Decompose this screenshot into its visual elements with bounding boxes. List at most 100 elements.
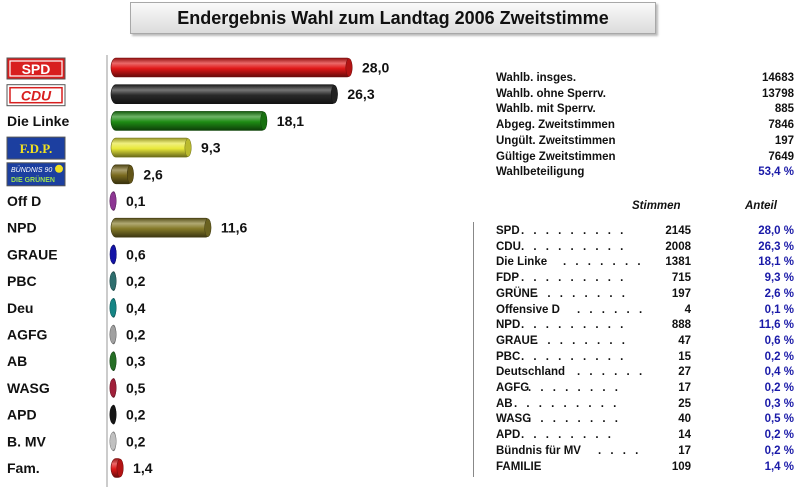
result-party: AB xyxy=(496,397,513,410)
summary-value: 7649 xyxy=(768,150,794,163)
bar-cap-5 xyxy=(109,191,117,211)
category-label-13: APD xyxy=(7,407,37,423)
value-label-14: 0,2 xyxy=(126,433,146,449)
value-label-1: 26,3 xyxy=(347,86,374,102)
result-dots: . . . . . . . . xyxy=(535,334,628,347)
result-party: APD xyxy=(496,429,521,442)
gruene-logo xyxy=(6,162,66,187)
result-party: WASG xyxy=(496,413,532,426)
result-party: AGFG xyxy=(496,382,530,394)
category-label-14: B. MV xyxy=(7,433,47,449)
value-label-7: 0,6 xyxy=(126,246,146,262)
summary-value: 197 xyxy=(774,134,794,147)
summary-row: Wahlb. ohne Sperrv. 13798 xyxy=(496,86,794,102)
result-votes: 197 xyxy=(671,287,691,300)
gruene-logo-text-2: DIE GRÜNEN xyxy=(11,175,55,184)
summary-row: Ungült. Zweitstimmen 197 xyxy=(496,133,794,149)
summary-label: Abgeg. Zweitstimmen xyxy=(496,119,615,132)
bar-cap-15 xyxy=(116,458,124,478)
result-dots: . . . . . . . . . xyxy=(514,397,620,410)
summary-value: 13798 xyxy=(762,87,794,100)
summary-row: Abgeg. Zweitstimmen 7846 xyxy=(496,117,794,133)
result-row: Die Linke . . . . . . . 1381 18,1 % xyxy=(496,254,794,270)
result-row: FAMILIE 109 1,4 % xyxy=(496,459,794,475)
category-label-7: GRAUE xyxy=(7,246,58,262)
fdp-logo-text: F.D.P. xyxy=(20,141,53,156)
result-dots: . . . . . . . . . xyxy=(521,350,627,363)
bar-cap-14 xyxy=(109,432,117,451)
bar-3 xyxy=(110,137,192,158)
bar-cap-8 xyxy=(109,271,117,291)
category-label-5: Off D xyxy=(7,193,41,209)
category-label-2: Die Linke xyxy=(7,113,69,129)
bar-2 xyxy=(110,111,268,131)
result-row: Deutschland . . . . . . 27 0,4 % xyxy=(496,364,794,380)
result-votes: 25 xyxy=(678,397,691,410)
value-label-13: 0,2 xyxy=(126,407,146,423)
result-share: 11,6 % xyxy=(758,319,794,332)
result-party: GRÜNE xyxy=(496,287,538,300)
table-divider xyxy=(473,222,474,477)
result-share: 0,3 % xyxy=(764,397,794,410)
share-header: Anteil xyxy=(745,200,777,212)
value-label-9: 0,4 xyxy=(126,300,146,316)
result-votes: 2008 xyxy=(665,240,691,253)
cdu-logo xyxy=(6,84,66,107)
result-party: PBC xyxy=(496,350,521,363)
value-label-15: 1,4 xyxy=(133,460,153,476)
value-label-4: 2,6 xyxy=(143,166,163,182)
result-votes: 109 xyxy=(671,460,691,473)
fdp-logo xyxy=(6,136,66,160)
result-row: APD. . . . . . . . 14 0,2 % xyxy=(496,427,794,443)
bar-cap-10 xyxy=(109,325,117,344)
result-share: 28,0 % xyxy=(758,225,794,237)
result-votes: 17 xyxy=(678,382,691,394)
result-share: 0,2 % xyxy=(764,429,794,442)
result-share: 2,6 % xyxy=(764,287,794,300)
summary-label: Ungült. Zweitstimmen xyxy=(496,134,616,147)
value-label-2: 18,1 xyxy=(277,113,304,129)
bar-0 xyxy=(110,57,353,78)
category-label-12: WASG xyxy=(7,380,50,396)
result-dots: . . . . . . . . xyxy=(528,413,621,426)
value-label-11: 0,3 xyxy=(126,353,146,369)
summary-row: Gültige Zweitstimmen 7649 xyxy=(496,149,794,165)
result-row: GRÜNE. . . . . . . . 197 2,6 % xyxy=(496,286,794,302)
summary-row: Wahlb. insges. 14683 xyxy=(496,70,794,86)
result-party: FAMILIE xyxy=(496,460,542,473)
result-party: Deutschland xyxy=(496,366,566,379)
gruene-logo-text-1: BÜNDNIS 90 xyxy=(11,166,52,174)
bar-cap-2 xyxy=(260,111,268,131)
spd-logo-text: SPD xyxy=(22,61,51,77)
result-share: 26,3 % xyxy=(758,240,794,253)
result-share: 0,1 % xyxy=(764,303,794,316)
bar-1 xyxy=(110,84,338,104)
result-share: 0,4 % xyxy=(764,366,794,379)
summary-label: Wahlbeteiligung xyxy=(496,166,585,179)
result-votes: 4 xyxy=(684,303,691,316)
result-votes: 27 xyxy=(678,366,691,379)
spd-logo xyxy=(6,57,66,80)
result-row: SPD. . . . . . . . . 2145 28,0 % xyxy=(496,223,794,239)
result-row: WASG. . . . . . . . 40 0,5 % xyxy=(496,411,794,427)
bar-cap-9 xyxy=(109,298,117,318)
result-votes: 2145 xyxy=(665,225,691,237)
result-party: Bündnis für MV xyxy=(496,444,581,457)
summary-value: 53,4 % xyxy=(758,166,794,179)
category-label-6: NPD xyxy=(7,220,37,236)
result-share: 0,2 % xyxy=(764,444,794,457)
result-votes: 40 xyxy=(678,413,691,426)
value-label-8: 0,2 xyxy=(126,273,146,289)
result-share: 1,4 % xyxy=(764,460,794,473)
sunflower-icon xyxy=(55,164,63,173)
category-label-15: Fam. xyxy=(7,460,40,476)
result-row: PBC. . . . . . . . . 15 0,2 % xyxy=(496,349,794,365)
result-row: GRAUE. . . . . . . . 47 0,6 % xyxy=(496,333,794,349)
result-dots: . . . . . . . . xyxy=(521,429,614,442)
bar-cap-12 xyxy=(109,378,117,398)
result-dots: . . . . . . . . xyxy=(528,382,621,394)
result-share: 0,6 % xyxy=(764,334,794,347)
summary-value: 7846 xyxy=(768,119,794,132)
result-party: Offensive D xyxy=(496,303,560,316)
result-dots: . . . . . . . . . xyxy=(521,319,627,332)
